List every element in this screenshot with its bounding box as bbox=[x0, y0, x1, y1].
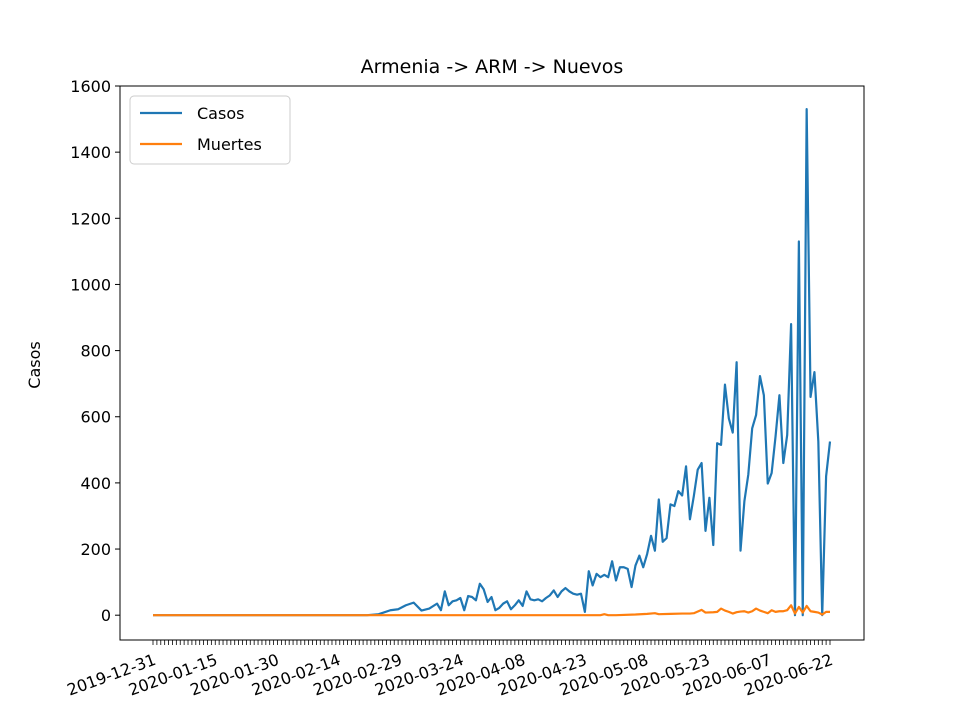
chart-title: Armenia -> ARM -> Nuevos bbox=[361, 56, 624, 78]
series-lines bbox=[153, 108, 832, 617]
y-tick-label: 1000 bbox=[70, 275, 111, 294]
y-tick-label: 600 bbox=[80, 408, 111, 427]
y-tick-label: 1600 bbox=[70, 77, 111, 96]
y-tick-label: 400 bbox=[80, 474, 111, 493]
y-axis-label: Casos bbox=[25, 341, 44, 388]
y-tick-label: 200 bbox=[80, 540, 111, 559]
y-tick-label: 1400 bbox=[70, 143, 111, 162]
series-line-casos bbox=[153, 108, 832, 617]
series-line-muertes bbox=[153, 604, 830, 617]
legend: Casos Muertes bbox=[129, 95, 291, 165]
y-tick-label: 0 bbox=[101, 606, 111, 625]
plot-frame bbox=[119, 85, 865, 641]
legend-entry: Casos bbox=[197, 104, 244, 123]
y-tick-label: 1200 bbox=[70, 209, 111, 228]
legend-entry: Muertes bbox=[197, 135, 262, 154]
y-tick-label: 800 bbox=[80, 342, 111, 361]
